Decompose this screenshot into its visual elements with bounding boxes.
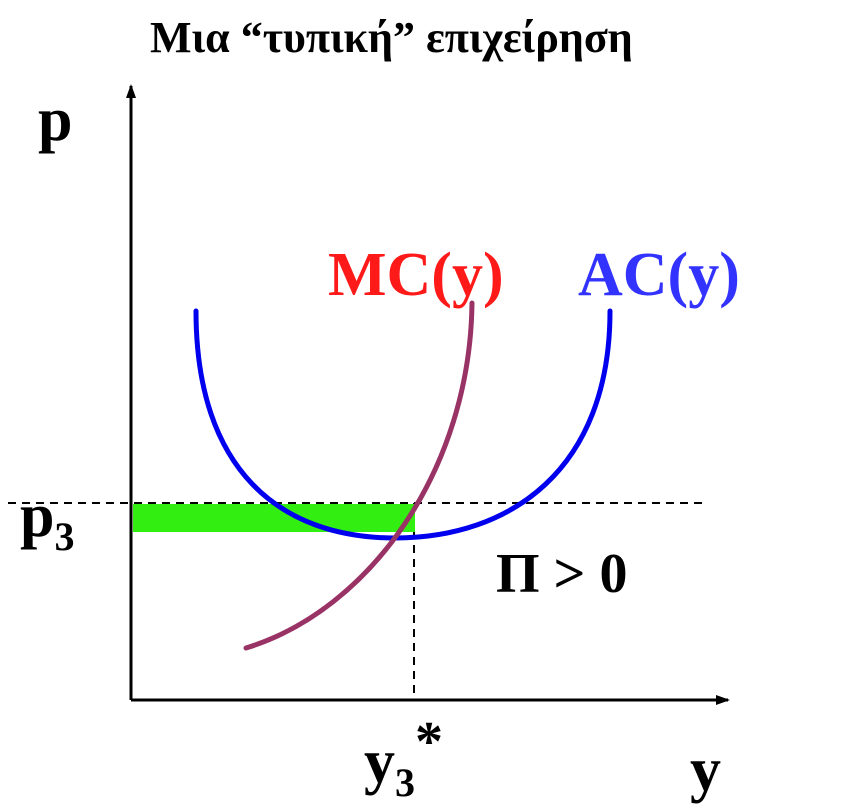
profit-bar bbox=[133, 504, 415, 532]
mc-curve-label: MC(y) bbox=[328, 241, 504, 309]
diagram-title: Μια “τυπική” επιχείρηση bbox=[150, 13, 633, 62]
quantity-marker-label: y3* bbox=[364, 711, 443, 804]
quantity-marker-suffix: * bbox=[415, 711, 443, 773]
price-marker-main: p bbox=[20, 482, 54, 550]
price-marker-subscript: 3 bbox=[54, 514, 74, 559]
price-marker-label: p3 bbox=[20, 482, 74, 559]
mc-curve bbox=[246, 303, 472, 648]
quantity-marker-main: y bbox=[364, 728, 395, 796]
quantity-marker-subscript: 3 bbox=[395, 760, 415, 804]
ac-curve-label: AC(y) bbox=[578, 241, 740, 309]
price-axis-label: p bbox=[38, 86, 72, 154]
quantity-axis-label: y bbox=[690, 736, 721, 804]
profit-label: Π > 0 bbox=[496, 543, 627, 605]
